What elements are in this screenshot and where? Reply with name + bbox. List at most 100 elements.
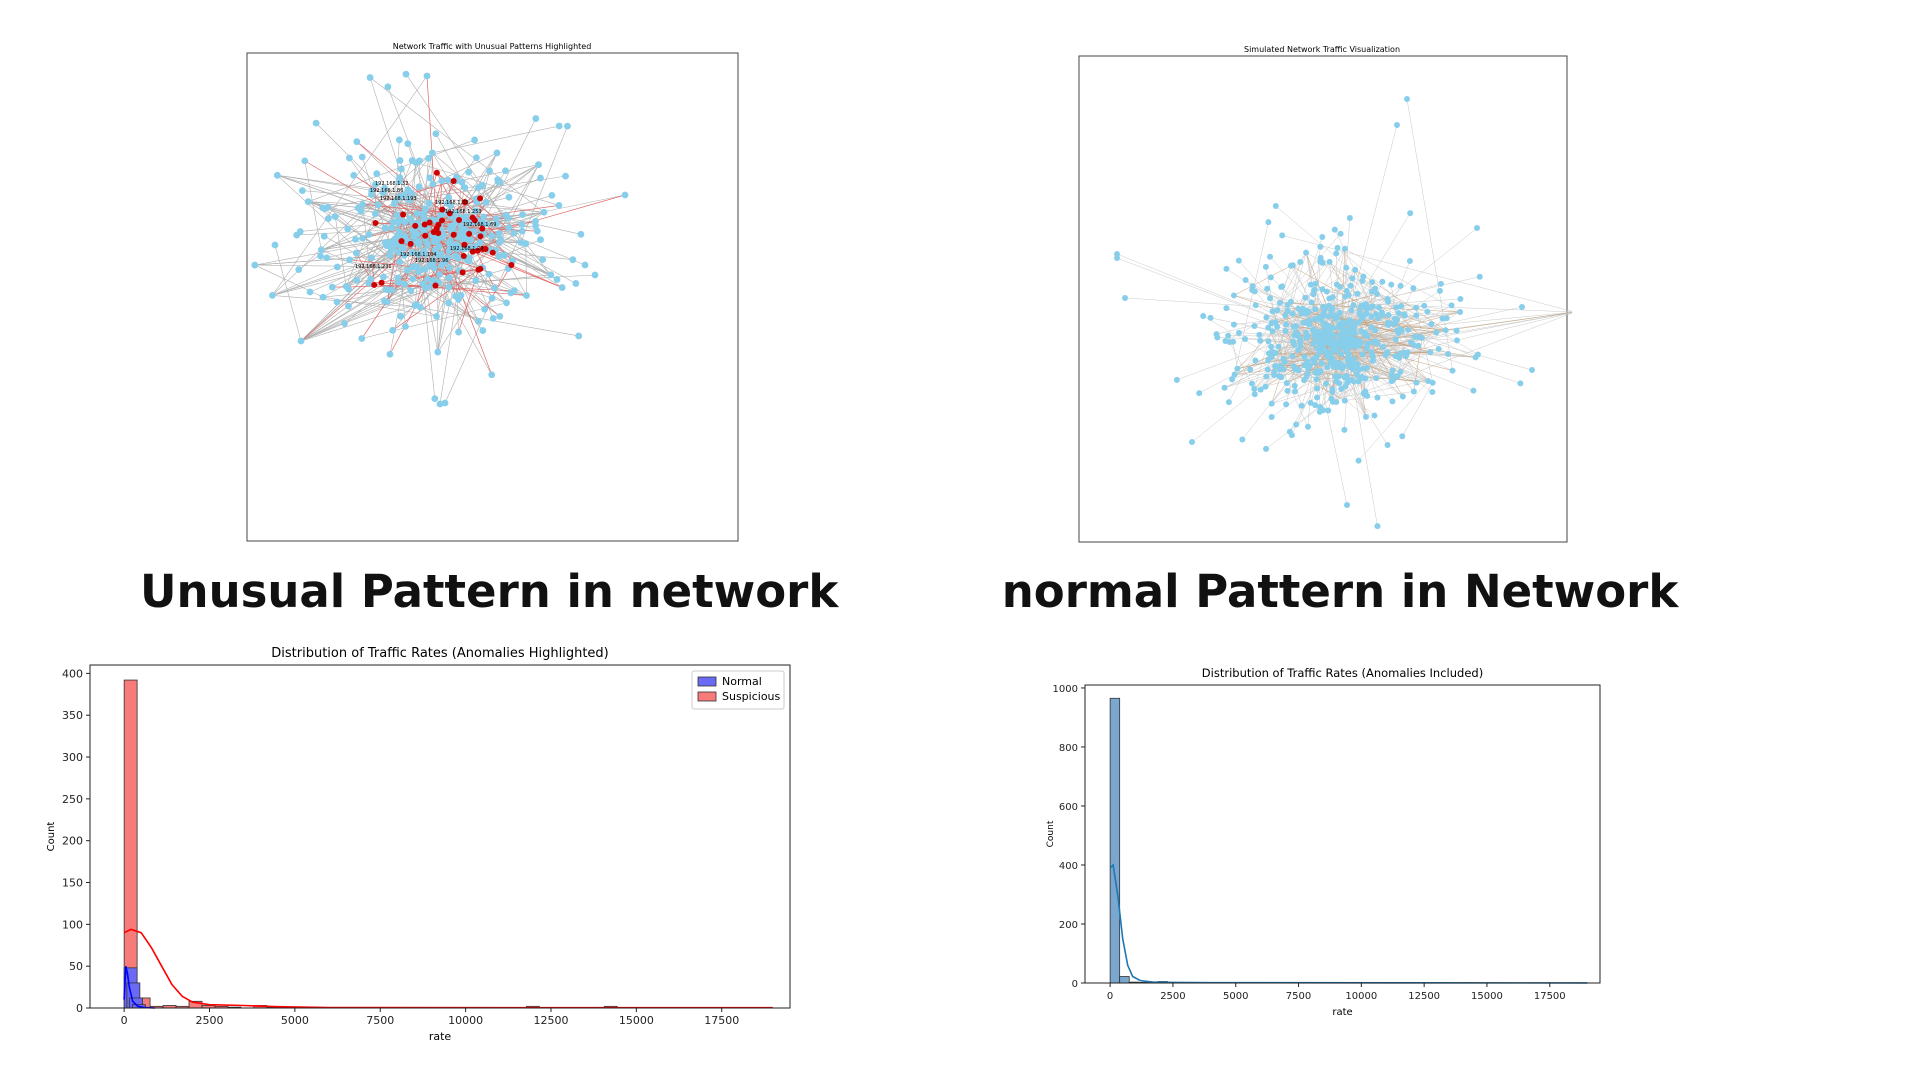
- network-normal-edges: [1116, 98, 1575, 527]
- legend-swatch: [697, 676, 717, 687]
- suspicious-node: [477, 195, 484, 202]
- network-node: [388, 286, 396, 294]
- network-node: [404, 186, 412, 193]
- network-edge: [1410, 311, 1575, 343]
- histogram-title: Distribution of Traffic Rates (Anomalies…: [271, 646, 608, 661]
- network-node: [1374, 291, 1381, 298]
- x-axis-label: rate: [429, 1030, 452, 1043]
- network-node: [1379, 278, 1386, 285]
- network-node: [1374, 394, 1381, 401]
- network-node: [344, 225, 352, 233]
- network-node: [1326, 295, 1333, 302]
- network-node: [547, 271, 555, 279]
- network-node: [1230, 338, 1237, 345]
- network-node: [1284, 307, 1291, 314]
- network-node: [1449, 367, 1456, 374]
- suspicious-node: [469, 214, 476, 221]
- network-node: [1333, 347, 1340, 354]
- network-node: [1267, 295, 1274, 302]
- x-tick-label: 15000: [619, 1014, 654, 1027]
- network-node: [413, 230, 421, 238]
- network-edge: [1255, 360, 1333, 390]
- network-node: [1424, 308, 1431, 315]
- histogram-highlighted-chart: Distribution of Traffic Rates (Anomalies…: [46, 646, 791, 1043]
- network-node: [1287, 298, 1294, 305]
- network-edge: [415, 162, 560, 206]
- network-node: [1343, 287, 1350, 294]
- network-node: [472, 277, 480, 285]
- network-node: [522, 240, 530, 248]
- network-node: [1337, 230, 1344, 237]
- network-node: [1329, 305, 1336, 312]
- network-node: [1399, 393, 1406, 400]
- network-node: [452, 209, 460, 217]
- network-edge: [1275, 205, 1406, 316]
- network-edge: [1406, 98, 1453, 371]
- network-node: [437, 250, 444, 258]
- network-node: [1251, 391, 1258, 398]
- network-node: [424, 275, 431, 283]
- x-tick-label: 17500: [704, 1014, 739, 1027]
- network-node: [1394, 316, 1401, 323]
- network-node: [441, 399, 449, 407]
- suspicious-edge: [436, 172, 501, 240]
- network-node: [389, 326, 397, 334]
- network-node: [1311, 287, 1318, 294]
- network-node: [1318, 348, 1325, 355]
- y-axis-label: Count: [46, 822, 57, 852]
- network-node: [1274, 307, 1281, 314]
- network-node: [1272, 203, 1279, 210]
- y-tick-label: 800: [1059, 743, 1078, 754]
- network-node: [352, 249, 360, 257]
- network-node: [1252, 357, 1259, 364]
- network-edge: [1229, 341, 1255, 389]
- network-node: [467, 236, 474, 244]
- suspicious-node: [372, 219, 379, 226]
- network-node: [1312, 280, 1319, 287]
- network-node: [472, 154, 480, 162]
- network-node: [388, 245, 396, 253]
- network-edge: [1176, 335, 1297, 381]
- y-tick-label: 600: [1059, 802, 1078, 813]
- network-node: [558, 284, 566, 291]
- plot-frame: [1084, 684, 1601, 984]
- network-node: [1369, 357, 1376, 364]
- network-node: [1326, 258, 1333, 265]
- y-tick-label: 400: [1059, 861, 1078, 872]
- network-node: [455, 328, 462, 336]
- network-node: [1388, 372, 1395, 379]
- network-node: [380, 273, 387, 281]
- network-node: [1445, 351, 1452, 358]
- network-node: [495, 230, 503, 237]
- network-node: [1364, 340, 1371, 347]
- network-node: [505, 224, 513, 232]
- network-node: [1301, 377, 1308, 384]
- network-node: [404, 266, 411, 274]
- suspicious-node: [474, 247, 481, 254]
- network-node: [1404, 96, 1410, 102]
- network-node: [1279, 232, 1286, 239]
- network-node: [381, 297, 388, 305]
- network-node: [562, 172, 569, 180]
- network-edge: [327, 207, 426, 288]
- x-tick-label: 7500: [366, 1014, 394, 1027]
- network-node: [1265, 338, 1272, 345]
- network-node: [1293, 323, 1300, 330]
- network-node: [1257, 337, 1264, 344]
- network-node: [1347, 282, 1354, 289]
- network-node: [1412, 304, 1419, 311]
- y-tick-label: 250: [62, 793, 83, 806]
- network-node: [365, 231, 373, 238]
- node-label: 192.168.1.104: [400, 252, 437, 258]
- network-node: [433, 236, 441, 244]
- node-label: 192.168.1.193: [380, 196, 417, 202]
- network-node: [1389, 367, 1396, 374]
- network-node: [358, 153, 366, 161]
- network-node: [1293, 421, 1300, 428]
- network-node: [396, 258, 404, 266]
- x-axis-label: rate: [1332, 1007, 1352, 1018]
- network-edge: [1305, 252, 1479, 355]
- network-edge: [375, 181, 400, 215]
- network-edge: [371, 190, 409, 258]
- network-node: [1348, 307, 1355, 314]
